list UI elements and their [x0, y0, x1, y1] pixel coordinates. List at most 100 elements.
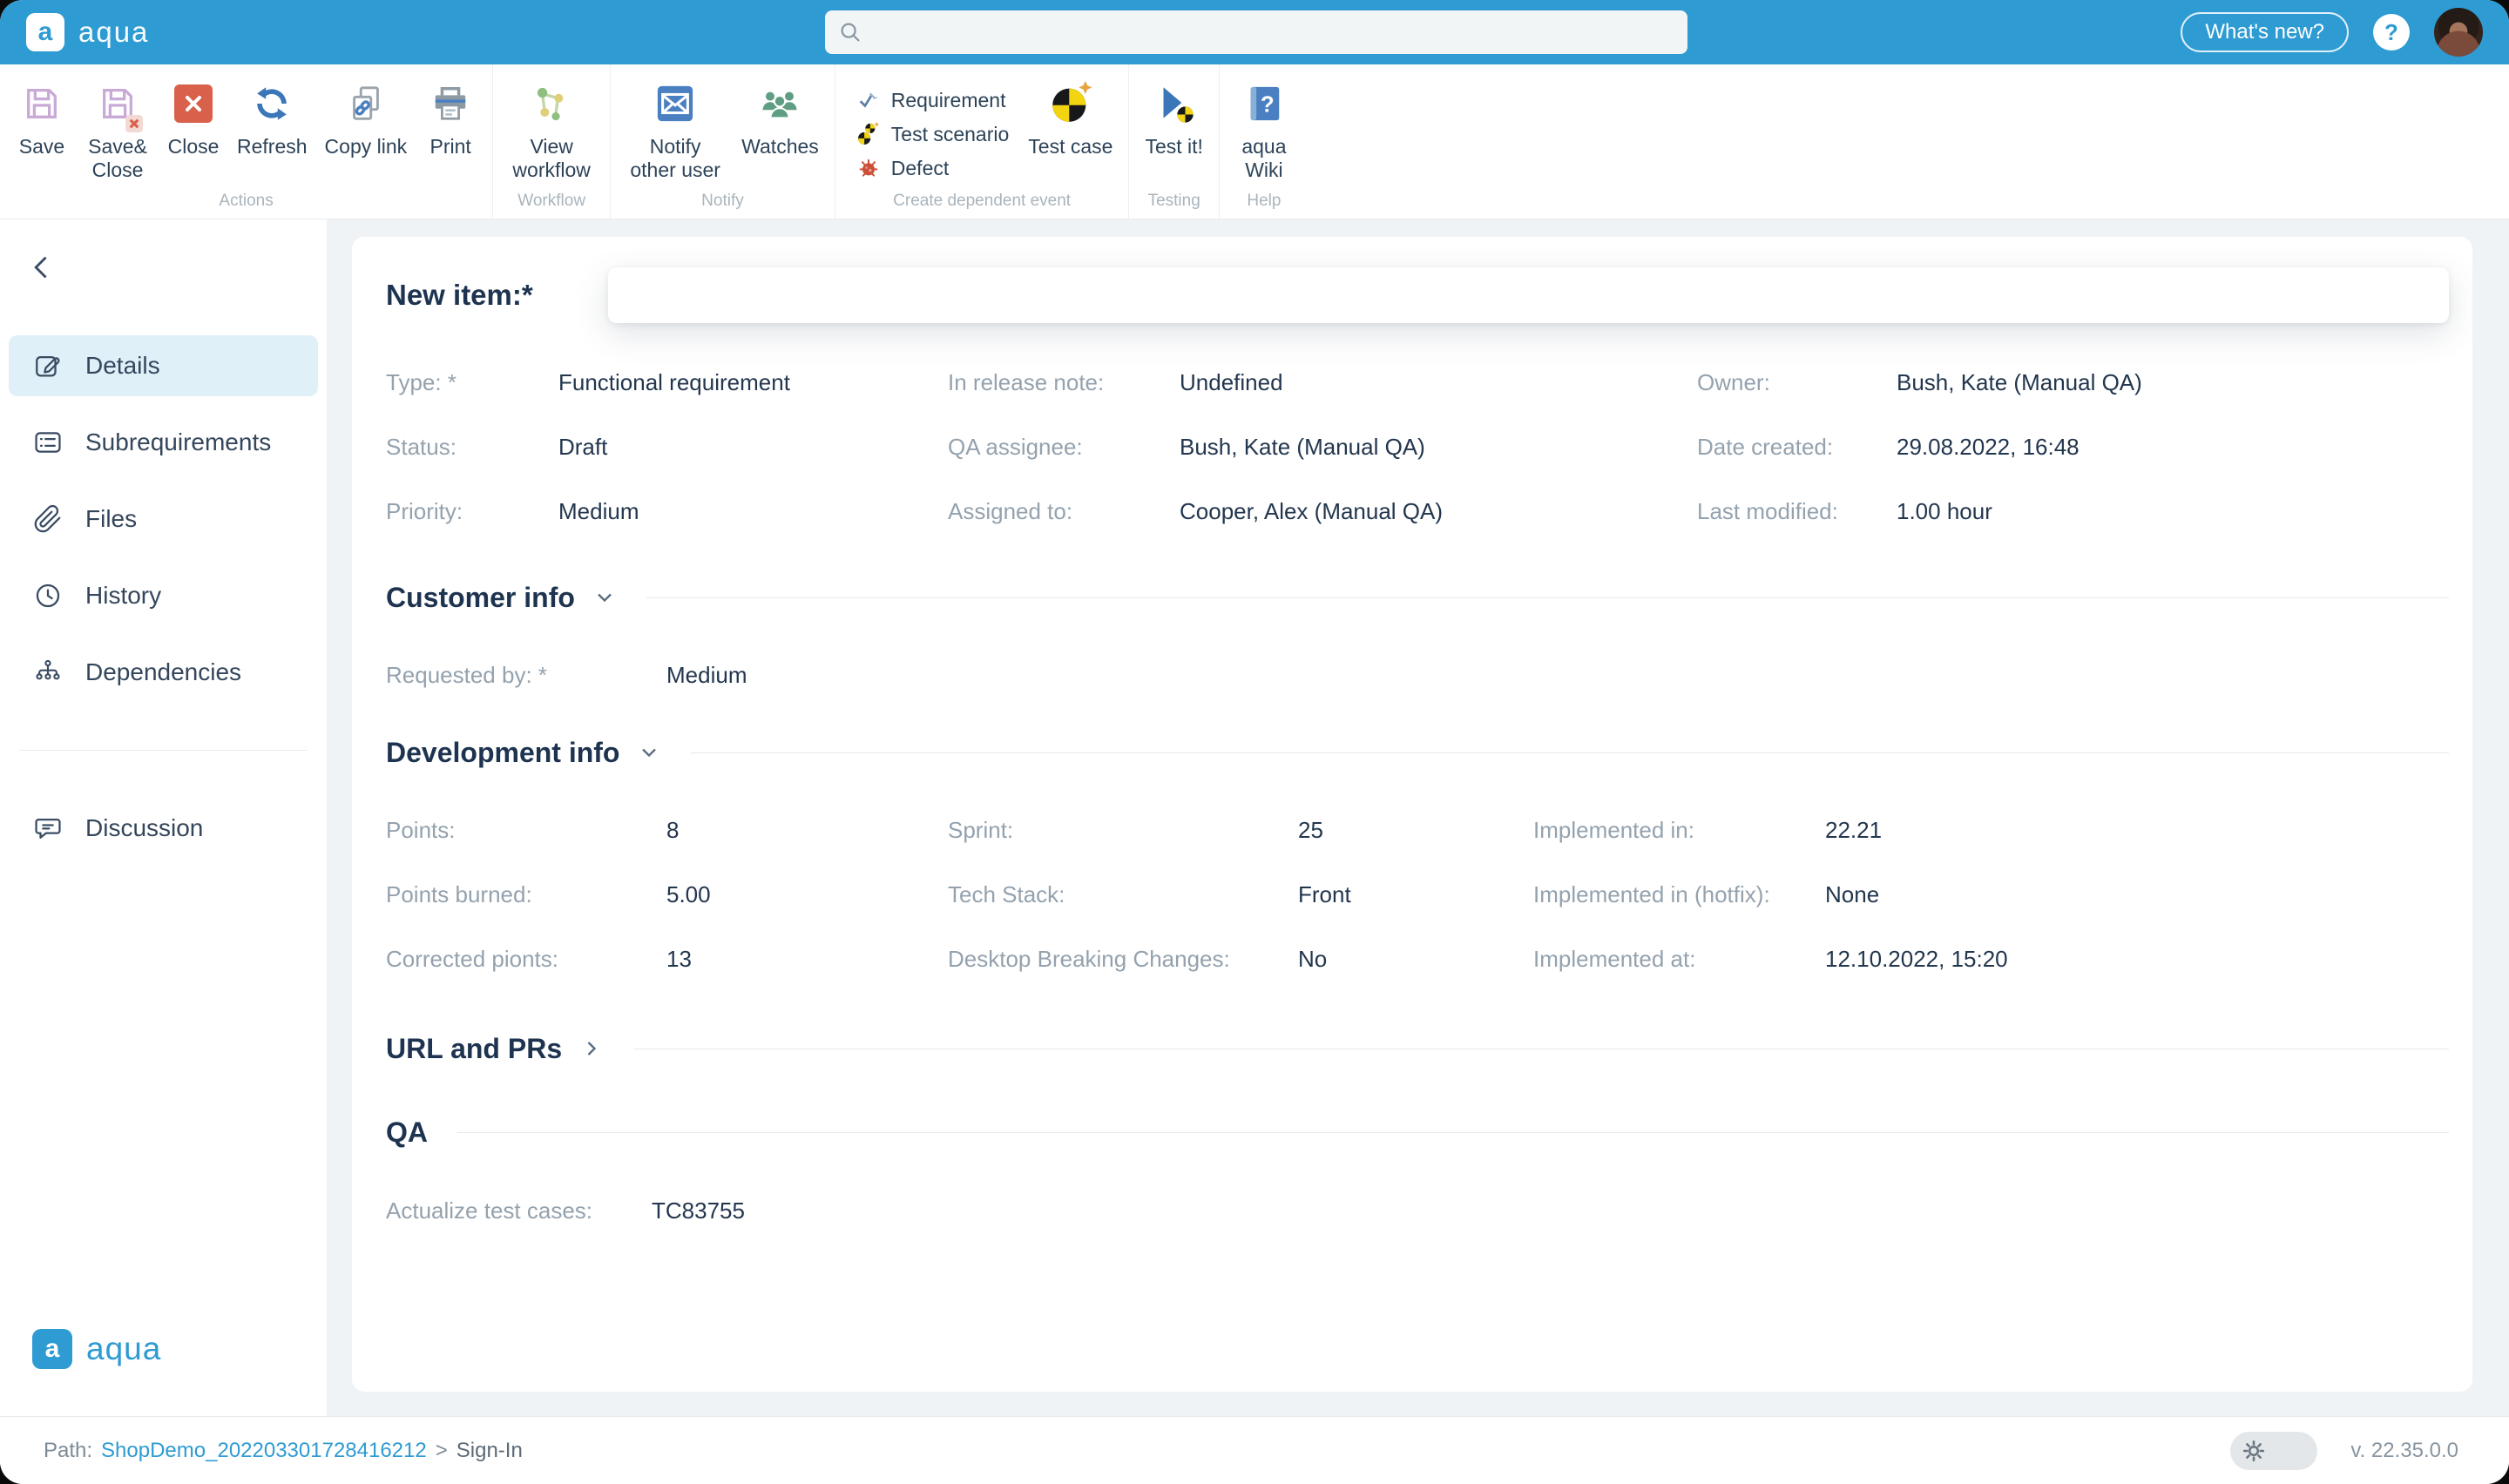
section-url-and-prs[interactable]: URL and PRs — [386, 1029, 2449, 1068]
help-button[interactable]: ? — [2373, 14, 2410, 51]
field-type-value[interactable]: Functional requirement — [558, 369, 948, 396]
app-window: a aqua What's new? ? — [0, 0, 2509, 1484]
chevron-down-icon[interactable] — [637, 740, 661, 765]
field-owner-value[interactable]: Bush, Kate (Manual QA) — [1897, 369, 2449, 396]
test-case-icon — [1048, 78, 1093, 129]
create-test-case-button[interactable]: Test case — [1019, 73, 1121, 164]
create-test-case-label: Test case — [1028, 135, 1112, 159]
search-input[interactable] — [872, 18, 1675, 47]
save-close-button[interactable]: Save& Close — [77, 73, 159, 187]
item-title-input[interactable] — [608, 267, 2449, 323]
aqua-logo-icon: a — [32, 1329, 72, 1369]
field-assigned-to-label: Assigned to: — [948, 498, 1180, 525]
print-button[interactable]: Print — [416, 73, 485, 164]
section-customer-info[interactable]: Customer info — [386, 578, 2449, 617]
refresh-icon — [251, 78, 293, 129]
ribbon-toolbar: Save Save& Close — [0, 64, 2509, 219]
search-icon — [837, 19, 863, 45]
section-development-info[interactable]: Development info — [386, 733, 2449, 772]
brand-name: aqua — [78, 16, 149, 49]
field-actualize-test-cases-label: Actualize test cases: — [386, 1197, 652, 1224]
create-requirement-button[interactable]: Requirement — [851, 87, 1015, 113]
field-last-modified-value: 1.00 hour — [1897, 498, 2449, 525]
field-points-value[interactable]: 8 — [666, 817, 948, 844]
ribbon-group-testing: Test it! Testing — [1128, 64, 1218, 219]
watches-button[interactable]: Watches — [733, 73, 828, 164]
save-button[interactable]: Save — [7, 73, 77, 164]
create-test-scenario-button[interactable]: Test scenario — [851, 121, 1015, 147]
sidebar-item-label: Files — [85, 505, 137, 533]
actualize-test-cases-row: Actualize test cases: TC83755 — [386, 1178, 2449, 1243]
clock-icon — [33, 581, 63, 610]
discussion-icon — [33, 813, 63, 843]
close-icon — [174, 78, 213, 129]
notify-other-user-button[interactable]: Notify other user — [618, 73, 733, 187]
user-avatar[interactable] — [2434, 8, 2483, 57]
aqua-wiki-button[interactable]: ? aqua Wiki — [1227, 73, 1302, 187]
content-area: New item:* Type: * Functional requiremen… — [327, 219, 2509, 1416]
collapse-sidebar-button[interactable] — [24, 249, 61, 286]
aqua-brand: a aqua — [26, 13, 149, 51]
notify-icon — [655, 78, 695, 129]
field-assigned-to-value[interactable]: Cooper, Alex (Manual QA) — [1180, 498, 1697, 525]
chevron-down-icon[interactable] — [592, 585, 617, 610]
create-defect-button[interactable]: Defect — [851, 155, 1015, 181]
sidebar-item-subrequirements[interactable]: Subrequirements — [9, 412, 318, 473]
notify-other-user-label: Notify other user — [626, 135, 724, 182]
top-bar: a aqua What's new? ? — [0, 0, 2509, 64]
sidebar-item-details[interactable]: Details — [9, 335, 318, 396]
field-qa-assignee-value[interactable]: Bush, Kate (Manual QA) — [1180, 434, 1697, 461]
field-implemented-at-value[interactable]: 12.10.2022, 15:20 — [1825, 946, 2449, 973]
general-fields-grid: Type: * Functional requirement In releas… — [386, 350, 2449, 543]
create-requirement-label: Requirement — [891, 89, 1006, 112]
whats-new-button[interactable]: What's new? — [2181, 12, 2349, 52]
field-requested-by-label: Requested by: * — [386, 662, 666, 689]
field-actualize-test-cases-value[interactable]: TC83755 — [652, 1197, 2449, 1224]
field-in-release-note-value[interactable]: Undefined — [1180, 369, 1697, 396]
global-search[interactable] — [825, 10, 1687, 54]
item-title-row: New item:* — [386, 267, 2449, 323]
settings-button[interactable] — [2230, 1432, 2317, 1470]
field-status-value[interactable]: Draft — [558, 434, 948, 461]
refresh-label: Refresh — [237, 135, 308, 159]
field-status-label: Status: — [386, 434, 558, 461]
section-divider — [457, 1132, 2449, 1133]
refresh-button[interactable]: Refresh — [228, 73, 316, 164]
field-type-label: Type: * — [386, 369, 558, 396]
field-points-burned-value[interactable]: 5.00 — [666, 881, 948, 908]
ribbon-group-actions: Save Save& Close — [0, 64, 492, 219]
field-date-created-value: 29.08.2022, 16:48 — [1897, 434, 2449, 461]
group-label-testing: Testing — [1136, 188, 1211, 219]
save-icon — [22, 78, 62, 129]
field-implemented-in-value[interactable]: 22.21 — [1825, 817, 2449, 844]
field-sprint-label: Sprint: — [948, 817, 1298, 844]
group-label-workflow: Workflow — [500, 188, 603, 219]
project-link[interactable]: ShopDemo_202203301728416212 — [101, 1439, 427, 1463]
dependent-event-stack: Requirement Test scenario — [842, 73, 1020, 181]
sidebar-item-history[interactable]: History — [9, 565, 318, 626]
requirement-icon — [856, 88, 881, 112]
sidebar-item-discussion[interactable]: Discussion — [9, 798, 318, 859]
field-priority-label: Priority: — [386, 498, 558, 525]
copy-link-button[interactable]: Copy link — [316, 73, 416, 164]
field-corrected-pionts-value[interactable]: 13 — [666, 946, 948, 973]
gear-icon — [2239, 1436, 2269, 1466]
test-it-button[interactable]: Test it! — [1136, 73, 1211, 164]
field-implemented-in-hotfix-value[interactable]: None — [1825, 881, 2449, 908]
sidebar-nav: Details Subrequirements — [0, 335, 327, 859]
view-workflow-button[interactable]: View workflow — [500, 73, 603, 187]
sidebar-item-dependencies[interactable]: Dependencies — [9, 642, 318, 703]
sidebar-item-files[interactable]: Files — [9, 489, 318, 550]
ribbon-group-help: ? aqua Wiki Help — [1219, 64, 1309, 219]
field-priority-value[interactable]: Medium — [558, 498, 948, 525]
field-sprint-value[interactable]: 25 — [1298, 817, 1533, 844]
field-desktop-breaking-changes-value[interactable]: No — [1298, 946, 1533, 973]
chevron-right-icon[interactable] — [579, 1036, 604, 1061]
test-it-label: Test it! — [1145, 135, 1202, 159]
test-it-icon — [1153, 78, 1196, 129]
close-button[interactable]: Close — [159, 73, 228, 164]
field-tech-stack-value[interactable]: Front — [1298, 881, 1533, 908]
field-requested-by-value[interactable]: Medium — [666, 662, 2449, 689]
watches-label: Watches — [741, 135, 819, 159]
wiki-icon: ? — [1244, 78, 1284, 129]
